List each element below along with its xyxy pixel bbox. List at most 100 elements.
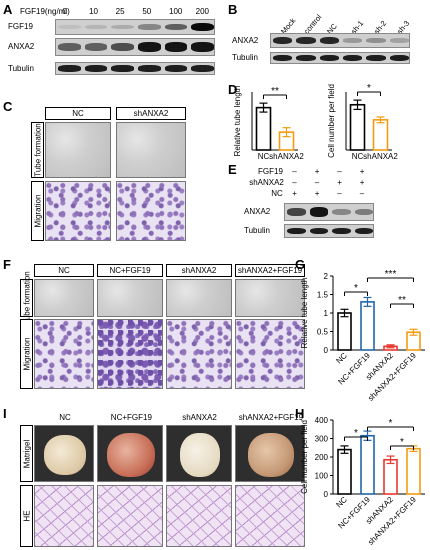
panel-b-band-anxa2-2 (319, 36, 339, 45)
panel-a-band-tubulin-4 (164, 65, 188, 72)
panel-i-matrigel-nc-image (34, 425, 94, 482)
panel-i-row-label-he: HE (20, 485, 33, 547)
panel-f-migration-nc-image (34, 319, 94, 389)
panel-f-tube-formation-nc-image (34, 279, 94, 317)
panel-f-row-label-tube-formation: Tube formation (20, 271, 33, 325)
panel-a-dose-0: 0 (62, 7, 67, 16)
panel-i-matrigel-shanxa2-fgf19-image (235, 425, 305, 482)
panel-g-label: G (295, 257, 306, 272)
d-right-x-label-shanxa2: shANXA2 (363, 152, 398, 161)
panel-f-col-header-shanxa2: shANXA2 (166, 264, 232, 277)
panel-a-dose-header: FGF19(ng/ml) (20, 7, 70, 16)
panel-e-cond-nc-2: – (337, 189, 342, 198)
g-y-tick-label-1: 0.5 (317, 328, 329, 337)
panel-a-band-anxa2-3 (138, 42, 161, 52)
panel-i-he-shanxa2-image (166, 485, 232, 547)
panel-a-blot-fgf19 (55, 19, 215, 35)
g-y-tick-label-3: 1.5 (317, 291, 329, 300)
panel-f-tube-formation-shanxa2-image (166, 279, 232, 317)
panel-e-cond-nc-1: + (314, 189, 320, 198)
panel-a-band-fgf19-0 (58, 24, 81, 30)
panel-b-band-tubulin-0 (273, 55, 293, 61)
panel-e-band-anxa2-3 (354, 208, 373, 216)
panel-i-col-header-shanxa2: shANXA2 (182, 413, 217, 422)
panel-e-cond-shanxa2-3: + (359, 178, 365, 187)
panel-a-band-fgf19-1 (84, 24, 108, 30)
h-bar-nc (337, 448, 352, 495)
panel-h-chart: Cell number per field0100200300400NCNC+F… (300, 416, 425, 547)
panel-f-label: F (3, 257, 11, 272)
panel-c-tube-nc-image (45, 122, 111, 178)
panel-a-band-anxa2-4 (164, 42, 188, 52)
d-left-x-label-nc: NC (258, 152, 270, 161)
panel-i-col-header-nc-fgf19: NC+FGF19 (110, 413, 152, 422)
h-bar-nc-fgf19 (360, 434, 375, 495)
panel-i-matrigel-plug-shanxa2 (180, 432, 220, 477)
panel-a-blot-tubulin (55, 62, 215, 75)
panel-i-label: I (3, 406, 7, 421)
panel-a-dose-1: 10 (89, 7, 98, 16)
h-sig-label-1: * (400, 437, 404, 448)
panel-b-band-anxa2-5 (389, 38, 409, 43)
panel-e-cond-fgf19-0: – (292, 167, 297, 176)
panel-a-band-anxa2-5 (191, 42, 214, 52)
panel-b-band-tubulin-1 (296, 55, 316, 61)
panel-i-col-header-nc: NC (59, 413, 71, 422)
panel-a-band-fgf19-3 (138, 24, 161, 30)
panel-b-band-anxa2-3 (343, 38, 363, 43)
d-right-bar-shanxa2 (372, 119, 389, 151)
panel-a-band-anxa2-0 (58, 43, 81, 51)
panel-a-label: A (3, 2, 13, 17)
panel-b-band-anxa2-4 (366, 38, 386, 43)
panel-a-band-tubulin-3 (138, 65, 161, 72)
g-x-label-nc: NC (334, 351, 349, 366)
g-y-tick-label-4: 2 (324, 272, 329, 281)
g-sig-label-0: * (354, 283, 358, 294)
panel-c-tube-shanxa2-image (116, 122, 186, 178)
d-left-y-label: Relative tube length (233, 86, 242, 157)
panel-b-label: B (228, 2, 238, 17)
h-y-tick-label-0: 0 (324, 490, 329, 499)
panel-c-row-label-migration-text: Migration (33, 194, 42, 228)
panel-a-band-tubulin-1 (84, 65, 108, 72)
panel-a-band-tubulin-2 (111, 65, 134, 72)
panel-b-band-tubulin-5 (389, 55, 409, 61)
h-sig-label-2: * (389, 418, 393, 429)
panel-f-tube-formation-shanxa2-fgf19-image (235, 279, 305, 317)
h-y-tick-label-2: 200 (315, 453, 329, 462)
panel-e-cond-label-fgf19: FGF19 (258, 167, 283, 176)
d-left-bar-nc (255, 106, 272, 151)
g-y-tick-label-0: 0 (324, 346, 329, 355)
h-y-tick-label-1: 100 (315, 472, 329, 481)
panel-a-band-tubulin-0 (58, 65, 81, 72)
g-y-label: Relative tube length (300, 278, 309, 349)
panel-b-band-tubulin-2 (319, 55, 339, 61)
panel-c-col-header-shanxa2: shANXA2 (116, 107, 186, 120)
panel-i-row-label-matrigel: Matrigel (20, 425, 33, 482)
panel-i-col-header-shanxa2-fgf19: shANXA2+FGF19 (238, 413, 304, 422)
panel-i-row-label-he-text: HE (22, 510, 31, 522)
panel-c-row-label-tube-text: Tube formation (33, 123, 42, 177)
panel-a-dose-4: 100 (169, 7, 183, 16)
panel-i-row-label-matrigel-text: Matrigel (22, 439, 31, 468)
panel-c-migration-nc-image (45, 181, 111, 241)
panel-a-row-label-anxa2: ANXA2 (8, 42, 35, 51)
panel-a-dose-2: 25 (115, 7, 125, 16)
d-right-sig-label-0: * (367, 83, 371, 94)
panel-e-blot-tubulin (284, 224, 374, 238)
panel-f-col-header-nc-fgf19: NC+FGF19 (97, 264, 163, 277)
d-left-x-label-shanxa2: shANXA2 (269, 152, 304, 161)
panel-e-cond-nc-3: – (359, 189, 365, 198)
panel-e-cond-shanxa2-0: – (292, 178, 297, 187)
panel-i-matrigel-nc-fgf19-image (97, 425, 163, 482)
panel-i-he-nc-image (34, 485, 94, 547)
panel-b-band-anxa2-1 (296, 36, 316, 45)
panel-i-matrigel-shanxa2-image (166, 425, 232, 482)
panel-f-tube-formation-nc-fgf19-image (97, 279, 163, 317)
panel-c-label: C (3, 99, 13, 114)
panel-b-blot-tubulin (270, 52, 410, 64)
d-right-y-label: Cell number per field (327, 84, 336, 158)
panel-f-migration-nc-fgf19-image (97, 319, 163, 389)
